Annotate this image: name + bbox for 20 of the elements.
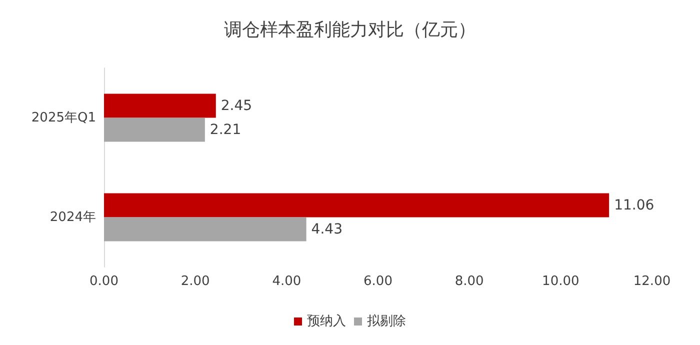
- bar: [104, 118, 205, 142]
- data-label: 2.21: [210, 122, 242, 138]
- x-tick-label: 12.00: [633, 274, 671, 289]
- x-tick-label: 10.00: [542, 274, 580, 289]
- chart-title: 调仓样本盈利能力对比（亿元）: [224, 20, 476, 40]
- y-tick-label: 2025年Q1: [31, 110, 96, 126]
- bar: [104, 217, 306, 242]
- y-tick-label: 2024年: [50, 210, 96, 225]
- legend-label: 拟剔除: [367, 314, 406, 329]
- x-tick-label: 6.00: [364, 274, 392, 289]
- x-tick-label: 2.00: [180, 274, 210, 289]
- data-label: 11.06: [614, 197, 654, 214]
- data-label: 4.43: [311, 221, 342, 238]
- data-label: 2.45: [220, 98, 252, 114]
- bar: [104, 94, 216, 118]
- legend-label: 预纳入: [307, 314, 346, 329]
- bar: [104, 193, 610, 218]
- x-tick-label: 0.00: [90, 274, 118, 289]
- x-tick-label: 4.00: [272, 274, 302, 289]
- x-tick-label: 8.00: [454, 274, 484, 289]
